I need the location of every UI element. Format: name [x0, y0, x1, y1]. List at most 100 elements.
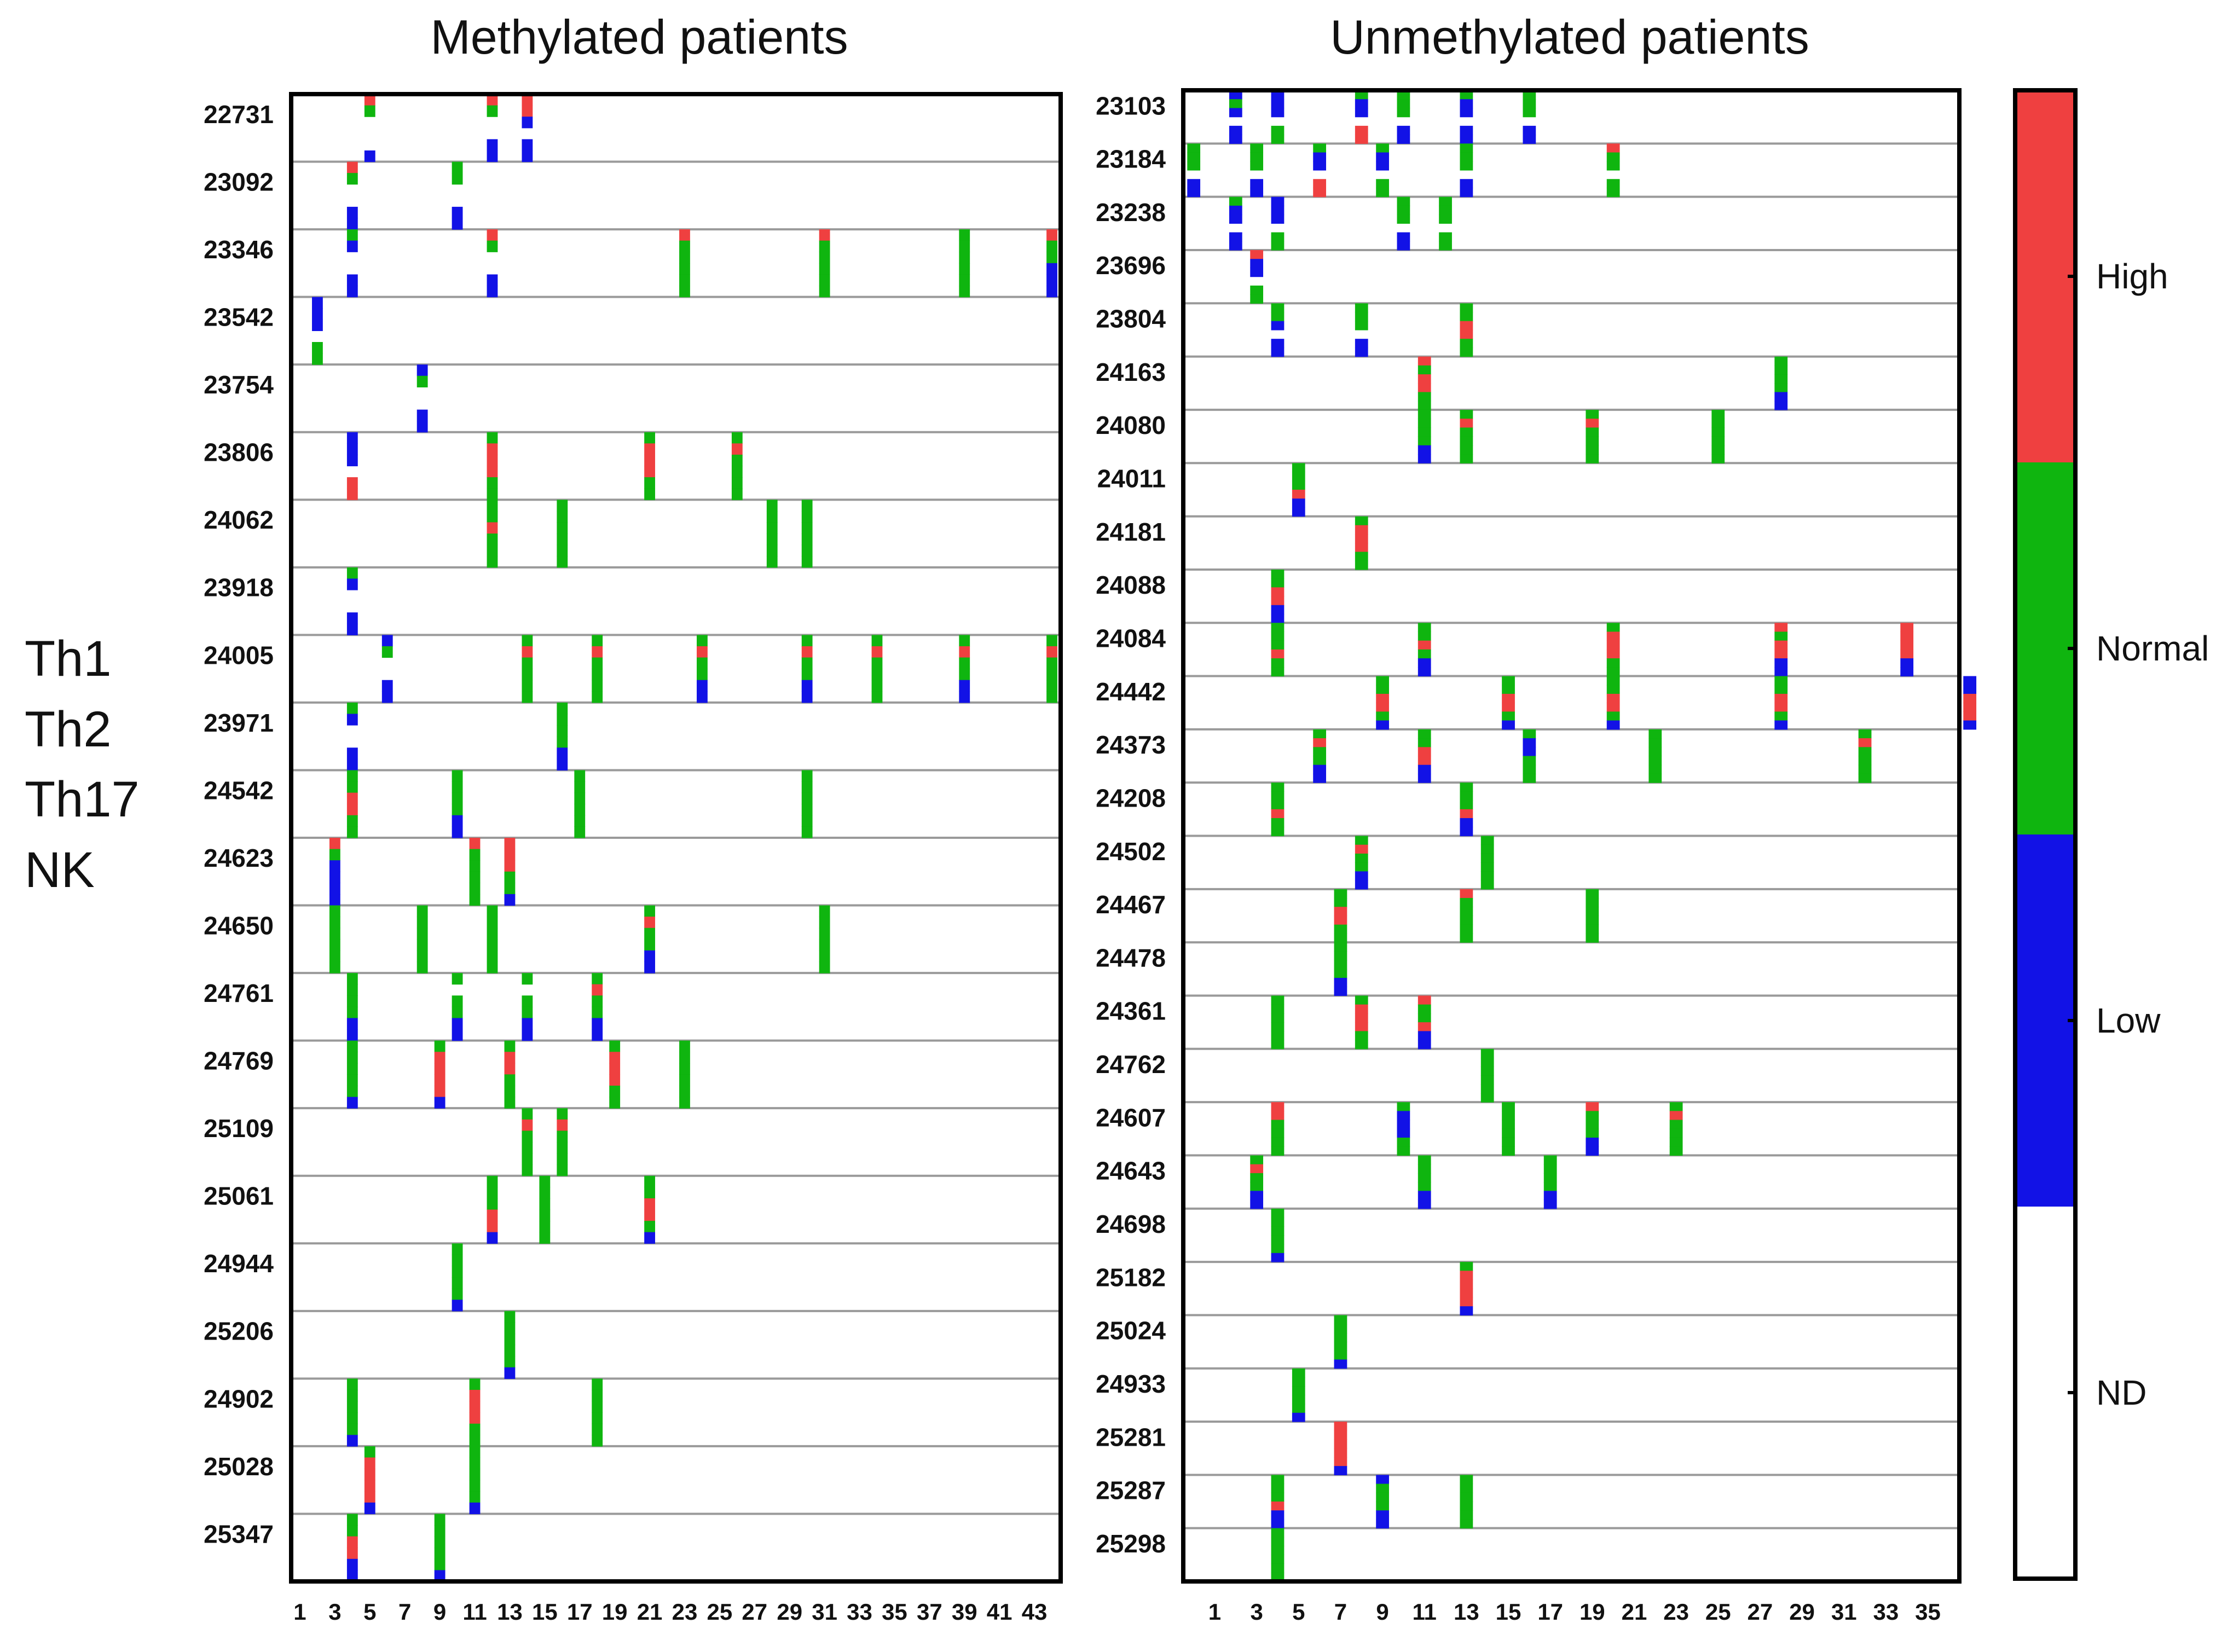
heatmap-cell — [1046, 691, 1057, 703]
heatmap-cell — [1376, 693, 1389, 703]
heatmap-cell — [801, 770, 813, 782]
heatmap-cell — [522, 1153, 533, 1165]
heatmap-cell — [1502, 1111, 1515, 1121]
heatmap-cell — [1397, 90, 1410, 100]
x-tick-label: 3 — [328, 1599, 341, 1625]
heatmap-cell — [1418, 756, 1431, 766]
heatmap-cell — [1418, 374, 1431, 384]
patient-label: 23918 — [204, 573, 274, 602]
heatmap-cell — [434, 1570, 446, 1582]
heatmap-cell — [1271, 1492, 1285, 1502]
heatmap-cell — [469, 1412, 481, 1424]
heatmap-cell — [346, 815, 358, 827]
heatmap-cell — [1250, 285, 1264, 295]
heatmap-cell — [1606, 631, 1620, 641]
heatmap-cell — [346, 1536, 358, 1548]
heatmap-cell — [1229, 125, 1242, 135]
heatmap-cell — [1187, 143, 1201, 153]
heatmap-cell — [452, 1288, 463, 1300]
heatmap-cell — [1292, 1368, 1305, 1378]
heatmap-cell — [522, 105, 533, 117]
heatmap-cell — [329, 838, 340, 850]
heatmap-cell — [1774, 658, 1788, 668]
heatmap-cell — [1669, 1102, 1683, 1111]
heatmap-cell — [1586, 436, 1599, 446]
heatmap-cell — [819, 274, 830, 286]
heatmap-cell — [1229, 90, 1242, 100]
heatmap-cell — [557, 511, 568, 523]
heatmap-cell — [1271, 605, 1285, 615]
heatmap-cell — [346, 1412, 358, 1424]
heatmap-cell — [1606, 703, 1620, 712]
heatmap-cell — [434, 1086, 446, 1098]
heatmap-cell — [644, 1175, 655, 1187]
heatmap-cell — [346, 1040, 358, 1052]
heatmap-cell — [1418, 1031, 1431, 1041]
heatmap-cell — [1397, 1128, 1410, 1138]
x-tick-label: 33 — [847, 1599, 872, 1625]
heatmap-cell — [504, 860, 516, 872]
heatmap-cell — [1271, 108, 1285, 118]
heatmap-cell — [1271, 1235, 1285, 1245]
heatmap-cell — [346, 1435, 358, 1447]
heatmap-cell — [504, 1052, 516, 1064]
panel-unmethylated: 23103 23184 23238 23696 23804 24163 24080 24011… — [1096, 88, 1977, 1625]
heatmap-cell — [1900, 667, 1914, 677]
heatmap-cell — [346, 1378, 358, 1390]
heatmap-cell — [1355, 347, 1368, 357]
heatmap-cell — [1355, 90, 1368, 100]
heatmap-cell — [1334, 1342, 1347, 1351]
heatmap-cell — [1711, 419, 1725, 428]
heatmap-cell — [487, 544, 498, 557]
heatmap-cell — [434, 1514, 446, 1526]
heatmap-cell — [1355, 871, 1368, 881]
heatmap-cell — [346, 1097, 358, 1109]
heatmap-cell — [731, 432, 743, 444]
heatmap-cell — [539, 1221, 551, 1233]
heatmap-cell — [1376, 720, 1389, 730]
heatmap-cell — [346, 792, 358, 804]
heatmap-cell — [1292, 1404, 1305, 1413]
x-tick-label: 25 — [707, 1599, 733, 1625]
heatmap-cell — [697, 669, 708, 681]
x-tick-label: 27 — [1748, 1599, 1773, 1625]
heatmap-cell — [346, 770, 358, 782]
heatmap-cell — [679, 286, 690, 298]
heatmap-cell — [1271, 809, 1285, 819]
heatmap-cell — [1355, 552, 1368, 561]
patient-label: 24698 — [1096, 1210, 1166, 1238]
heatmap-cell — [1460, 179, 1473, 189]
heatmap-cell — [1271, 1475, 1285, 1485]
heatmap-cell — [1963, 676, 1977, 686]
heatmap-cell — [644, 928, 655, 940]
heatmap-cell — [1774, 374, 1788, 384]
heatmap-cell — [1460, 915, 1473, 925]
heatmap-cell — [452, 1277, 463, 1289]
heatmap-cell — [346, 1514, 358, 1526]
heatmap-cell — [1480, 1084, 1494, 1094]
heatmap-cell — [1460, 303, 1473, 313]
heatmap-cell — [487, 454, 498, 467]
heatmap-cell — [487, 94, 498, 106]
x-tick-label: 7 — [1334, 1599, 1347, 1625]
heatmap-cell — [1271, 1546, 1285, 1555]
heatmap-cell — [522, 94, 533, 106]
heatmap-cell — [1418, 649, 1431, 659]
heatmap-cell — [644, 466, 655, 478]
heatmap-cell — [329, 917, 340, 929]
heatmap-cell — [487, 1221, 498, 1233]
heatmap-cell — [1292, 489, 1305, 499]
heatmap-cell — [1334, 1359, 1347, 1369]
heatmap-cell — [504, 1322, 516, 1334]
x-tick-label: 29 — [1789, 1599, 1815, 1625]
heatmap-cell — [329, 871, 340, 883]
heatmap-cell — [1334, 1332, 1347, 1342]
heatmap-cell — [801, 556, 813, 568]
heatmap-cell — [1355, 1031, 1368, 1041]
heatmap-cell — [504, 838, 516, 850]
x-tick-label: 15 — [1496, 1599, 1521, 1625]
heatmap-cell — [346, 1063, 358, 1075]
heatmap-cell — [1460, 1483, 1473, 1493]
heatmap-cell — [1606, 623, 1620, 633]
heatmap-cell — [1313, 179, 1326, 189]
